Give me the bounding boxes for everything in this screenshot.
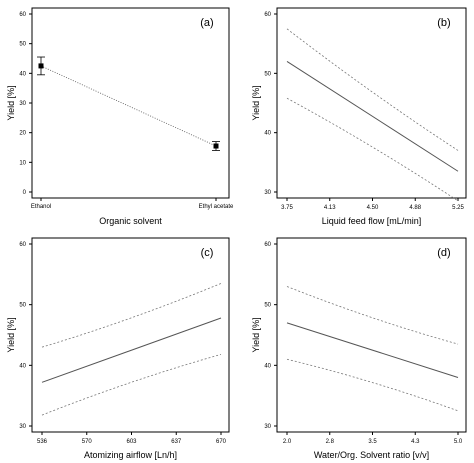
x-tick-label: Ethyl acetate bbox=[199, 204, 234, 210]
plot-frame bbox=[276, 7, 467, 199]
y-tick-label: 50 bbox=[264, 303, 271, 309]
confidence-upper-line bbox=[41, 283, 222, 348]
y-tick-label: 40 bbox=[264, 363, 271, 369]
x-tick-label: 2.0 bbox=[283, 439, 292, 445]
y-tick-label: 40 bbox=[264, 131, 271, 137]
y-tick-label: 50 bbox=[19, 303, 26, 309]
y-tick-label: 60 bbox=[264, 242, 271, 248]
x-tick-label: 2.8 bbox=[326, 439, 335, 445]
y-tick-label: 10 bbox=[19, 160, 26, 166]
fit-line bbox=[286, 322, 459, 378]
x-tick-label: Ethanol bbox=[31, 204, 51, 210]
y-tick-label: 60 bbox=[264, 12, 271, 18]
x-tick-label: 4.3 bbox=[411, 439, 420, 445]
x-axis-title: Liquid feed flow [mL/min] bbox=[322, 216, 422, 226]
x-tick-label: 570 bbox=[82, 439, 93, 445]
x-tick-label: 3.5 bbox=[368, 439, 377, 445]
y-axis-title: Yield [%] bbox=[251, 317, 261, 352]
x-axis-title: Atomizing airflow [Ln/h] bbox=[84, 450, 177, 460]
x-tick-label: 5.0 bbox=[454, 439, 463, 445]
y-tick-label: 30 bbox=[264, 190, 271, 196]
y-tick-label: 60 bbox=[19, 12, 26, 18]
x-tick-label: 4.88 bbox=[409, 205, 421, 211]
x-tick-label: 3.75 bbox=[281, 205, 293, 211]
x-tick-label: 603 bbox=[126, 439, 137, 445]
y-tick-label: 30 bbox=[264, 424, 271, 430]
plot-frame bbox=[276, 237, 467, 433]
x-axis-title: Water/Org. Solvent ratio [v/v] bbox=[314, 450, 429, 460]
plot-frame bbox=[31, 7, 230, 199]
fit-line bbox=[41, 317, 222, 383]
y-tick-label: 50 bbox=[19, 42, 26, 48]
y-tick-label: 40 bbox=[19, 363, 26, 369]
panel-label: (b) bbox=[437, 17, 450, 29]
y-tick-label: 60 bbox=[19, 242, 26, 248]
panel-label: (c) bbox=[201, 247, 214, 259]
y-tick-label: 40 bbox=[19, 71, 26, 77]
y-tick-label: 50 bbox=[264, 71, 271, 77]
x-axis-title: Organic solvent bbox=[99, 216, 162, 226]
connecting-line bbox=[40, 65, 217, 147]
x-tick-label: 4.13 bbox=[324, 205, 336, 211]
confidence-lower-line bbox=[286, 358, 459, 412]
y-axis-title: Yield [%] bbox=[251, 85, 261, 120]
confidence-lower-line bbox=[41, 354, 222, 416]
chart-panel-2: (b) 30 40 50 60 Yield [%] Liquid feed flow [mL… bbox=[251, 7, 467, 226]
chart-panel-3: (c) 30 40 50 60 Yield [%] Atomizing airflow [L… bbox=[6, 237, 230, 460]
plot-frame bbox=[31, 237, 230, 433]
x-tick-label: 670 bbox=[216, 439, 227, 445]
x-tick-label: 637 bbox=[171, 439, 182, 445]
y-tick-label: 0 bbox=[23, 190, 27, 196]
x-tick-label: 5.25 bbox=[452, 205, 464, 211]
data-point bbox=[38, 63, 44, 69]
y-axis-title: Yield [%] bbox=[6, 317, 16, 352]
chart-panel-1: (a) 0 10 20 30 40 50 60 Yield [%] Organic solvent… bbox=[6, 7, 234, 226]
x-tick-label: 4.50 bbox=[367, 205, 379, 211]
confidence-upper-line bbox=[286, 28, 459, 151]
panel-label: (a) bbox=[200, 17, 213, 29]
panel-label: (d) bbox=[437, 247, 450, 259]
y-tick-label: 30 bbox=[19, 101, 26, 107]
fit-line bbox=[286, 61, 459, 172]
y-tick-label: 20 bbox=[19, 131, 26, 137]
y-axis-title: Yield [%] bbox=[6, 85, 16, 120]
y-tick-label: 30 bbox=[19, 424, 26, 430]
confidence-upper-line bbox=[286, 286, 459, 345]
x-tick-label: 536 bbox=[37, 439, 48, 445]
data-point bbox=[213, 143, 219, 149]
confidence-lower-line bbox=[286, 97, 459, 202]
chart-panel-4: (d) 30 40 50 60 Yield [%] Water/Org. Solvent r… bbox=[251, 237, 467, 460]
